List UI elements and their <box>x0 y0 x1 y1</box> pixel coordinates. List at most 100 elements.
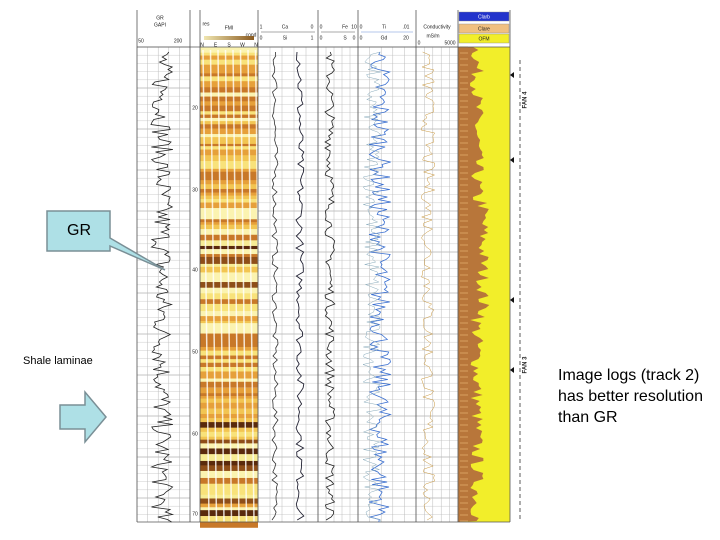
header-label: 200 <box>174 38 183 44</box>
fmi-band <box>200 171 258 178</box>
fmi-band <box>200 92 258 99</box>
header-label: Ca <box>282 24 289 30</box>
cond-curve <box>420 51 436 521</box>
fmi-band <box>200 134 258 141</box>
fmi-band <box>200 521 258 528</box>
header-label: 0 <box>360 35 363 41</box>
header-label: mS/m <box>426 33 439 39</box>
fmi-band <box>200 101 258 108</box>
fmi-band <box>200 117 258 124</box>
header-label: GAPI <box>154 22 166 28</box>
header-label: 0 <box>260 35 263 41</box>
pad-gap <box>224 49 233 523</box>
header-label: 0 <box>360 24 363 30</box>
fmi-band <box>200 192 258 199</box>
fmi-band <box>200 175 258 182</box>
fmi-band <box>200 422 258 429</box>
fmi-band <box>200 486 258 493</box>
fmi-band <box>200 202 258 209</box>
header-label: res <box>203 21 210 27</box>
fmi-band <box>200 137 258 144</box>
si-curve <box>295 51 305 521</box>
header-label: cond <box>246 32 257 38</box>
header-label: Gd <box>381 35 388 41</box>
fmi-band <box>200 494 258 501</box>
fmi-band <box>200 427 258 434</box>
pad-gap <box>217 49 225 523</box>
pad-gap <box>254 49 263 523</box>
fmi-band <box>200 121 258 128</box>
depth-label: 30 <box>192 187 198 193</box>
fmi-band <box>200 87 258 94</box>
fmi-band <box>200 490 258 497</box>
direction-label: W <box>240 42 245 48</box>
zone-marker <box>510 157 514 163</box>
fmi-band <box>200 413 258 420</box>
depth-label: 20 <box>192 105 198 111</box>
fmi-band <box>200 234 258 241</box>
fmi-band <box>200 245 258 252</box>
pad-gap <box>239 49 248 523</box>
fmi-band <box>200 76 258 83</box>
fmi-band <box>200 224 258 231</box>
direction-label: E <box>214 42 218 48</box>
fmi-band <box>200 431 258 438</box>
header-label: 0 <box>353 35 356 41</box>
zone-marker <box>510 367 514 373</box>
legend-label: Clare <box>478 26 490 32</box>
fmi-band <box>200 164 258 171</box>
fmi-band <box>200 439 258 446</box>
legend-box <box>458 11 510 22</box>
fmi-band <box>200 47 258 53</box>
fmi-band <box>200 465 258 472</box>
fmi-band <box>200 516 258 523</box>
fmi-band <box>200 59 258 66</box>
fmi-band <box>200 83 258 90</box>
ca-curve <box>271 51 279 521</box>
fmi-band <box>200 398 258 405</box>
fmi-band <box>200 128 258 135</box>
zone-label: FAN 4 <box>523 91 529 109</box>
legend-label: Clarb <box>478 14 490 20</box>
fmi-band <box>200 229 258 236</box>
header-label: S <box>343 35 347 41</box>
arrow <box>59 389 107 445</box>
gr-callout <box>46 210 166 271</box>
fmi-band <box>200 96 258 103</box>
header-label: Conductivity <box>423 24 451 30</box>
gr-curve <box>150 51 175 523</box>
depth-label: 70 <box>192 511 198 517</box>
fmi-band <box>200 443 258 450</box>
zone-label: FAN 3 <box>523 356 529 374</box>
ti-curve <box>368 51 392 523</box>
header-label: Fe <box>342 24 348 30</box>
fmi-band <box>200 256 258 263</box>
header-label: 0 <box>311 24 314 30</box>
fmi-band <box>200 161 258 168</box>
fmi-band <box>200 64 258 71</box>
fmi-band <box>200 184 258 191</box>
header-label: 50 <box>138 38 144 44</box>
fmi-band <box>200 213 258 220</box>
fmi-band <box>200 402 258 409</box>
depth-label: 50 <box>192 349 198 355</box>
pad-gap <box>209 49 218 523</box>
fmi-band <box>200 198 258 205</box>
fmi-band <box>200 381 258 388</box>
shale-label: Shale laminae <box>23 355 93 367</box>
legend-box <box>458 23 510 34</box>
fmi-band <box>200 418 258 425</box>
fmi-band <box>200 477 258 484</box>
fmi-band <box>200 55 258 62</box>
header-label: 0 <box>320 35 323 41</box>
direction-label: N <box>200 42 204 48</box>
fmi-band <box>200 114 258 121</box>
depth-label: 60 <box>192 431 198 437</box>
header-label: 10 <box>351 24 357 30</box>
fmi-band <box>200 149 258 156</box>
header-label: 0 <box>320 24 323 30</box>
header-label: 20 <box>403 35 409 41</box>
depth-label: 40 <box>192 267 198 273</box>
